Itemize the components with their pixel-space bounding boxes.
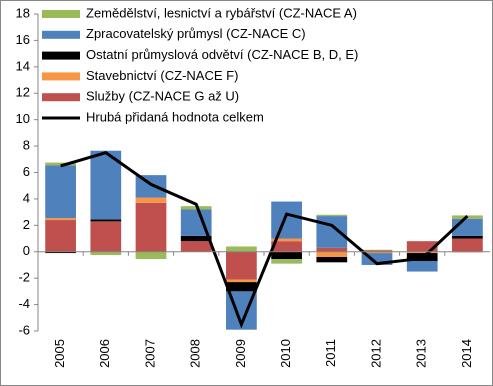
legend-marker [42, 72, 80, 81]
legend-label: Zpracovatelský průmysl (CZ-NACE C) [86, 26, 306, 41]
bar-segment [406, 260, 438, 272]
bar-segment [180, 235, 212, 242]
bar-segment [316, 247, 348, 252]
bar-segment [45, 218, 76, 221]
bar-segment [226, 279, 257, 283]
bar-segment [45, 162, 76, 166]
bar-segment [135, 202, 167, 252]
bar-segment [271, 201, 302, 239]
y-tick-label: 8 [23, 138, 30, 153]
bar-segment [135, 251, 167, 260]
x-tick-label: 2005 [52, 339, 67, 368]
y-tick-label: 10 [16, 111, 30, 126]
legend-label: Služby (CZ-NACE G až U) [86, 89, 239, 104]
bar-segment [45, 220, 76, 252]
bar-segment [180, 241, 212, 252]
line-series [60, 151, 469, 329]
legend-marker [42, 10, 80, 18]
x-tick-label: 2013 [414, 339, 429, 368]
bar-segment [316, 257, 348, 263]
x-tick-label: 2009 [233, 339, 248, 368]
x-tick-label: 2008 [188, 339, 203, 368]
bar-segment [452, 235, 483, 239]
bar-segment [316, 251, 348, 258]
bar-segment [271, 251, 302, 260]
bar-segment [90, 150, 122, 220]
bar-segment [271, 259, 302, 264]
x-tick-label: 2007 [142, 339, 157, 368]
bar-segment [361, 251, 393, 254]
bar-segment [90, 251, 122, 256]
bar-segment [406, 251, 438, 254]
legend-marker [42, 93, 80, 102]
y-tick-label: 4 [23, 190, 30, 205]
bar-segment [90, 219, 122, 222]
legend-marker [42, 30, 80, 39]
x-tick-label: 2014 [459, 339, 474, 368]
x-tick-label: 2011 [323, 339, 338, 367]
bar-segment [361, 249, 393, 251]
bar-segment [406, 241, 438, 252]
bar-segment [45, 251, 76, 254]
y-tick-label: -6 [18, 322, 30, 337]
legend-label: Ostatní průmyslová odvětví (CZ-NACE B, D… [86, 47, 358, 62]
bar-segment [361, 250, 393, 252]
x-tick-label: 2010 [278, 339, 293, 368]
legend-label: Hrubá přidaná hodnota celkem [86, 109, 264, 124]
legend-label: Stavebnictví (CZ-NACE F) [86, 68, 238, 83]
x-tick-label: 2006 [97, 339, 112, 368]
bar-segment [316, 216, 348, 248]
legend-label: Zemědělství, lesnictví a rybářství (CZ-N… [86, 5, 357, 20]
bar-segment [271, 238, 302, 242]
x-tick-label: 2012 [368, 339, 383, 368]
bar-segment [135, 197, 167, 203]
bar-segment [361, 253, 393, 265]
bar-segment [90, 221, 122, 252]
y-tick-label: -4 [18, 296, 30, 311]
bar-segment [271, 241, 302, 252]
legend-marker [42, 51, 80, 60]
y-tick-label: 16 [16, 32, 30, 47]
bar-segment [226, 246, 257, 252]
y-tick-label: 2 [23, 217, 30, 232]
y-tick-label: -2 [18, 270, 30, 285]
bar-segment [226, 282, 257, 292]
y-tick-label: 14 [16, 58, 30, 73]
y-tick-label: 12 [16, 85, 30, 100]
y-tick-label: 18 [16, 5, 30, 20]
y-tick-label: 6 [23, 164, 30, 179]
bar-segment [226, 251, 257, 280]
bar-segment [452, 238, 483, 252]
bar-segment [316, 214, 348, 217]
y-tick-label: 0 [23, 243, 30, 258]
bar-segment [45, 165, 76, 219]
